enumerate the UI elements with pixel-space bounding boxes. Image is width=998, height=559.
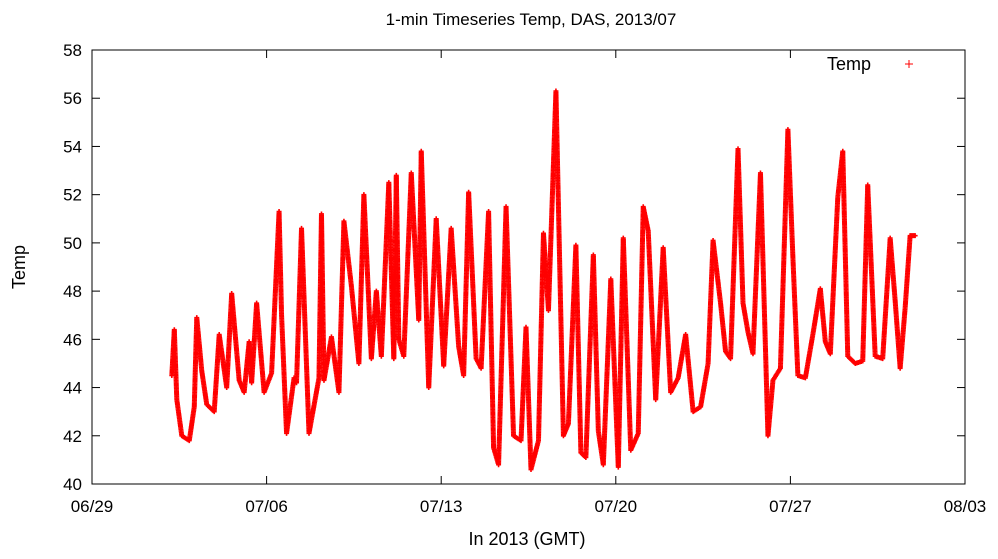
- y-tick-label: 48: [63, 282, 82, 301]
- x-tick-label: 08/03: [944, 497, 987, 516]
- y-tick-label: 52: [63, 186, 82, 205]
- y-tick-label: 54: [63, 137, 82, 156]
- chart-title: 1-min Timeseries Temp, DAS, 2013/07: [386, 10, 677, 29]
- y-tick-label: 56: [63, 89, 82, 108]
- y-tick-label: 40: [63, 475, 82, 494]
- x-tick-label: 07/13: [420, 497, 463, 516]
- y-tick-label: 44: [63, 379, 82, 398]
- y-tick-label: 50: [63, 234, 82, 253]
- y-tick-label: 46: [63, 330, 82, 349]
- y-tick-label: 42: [63, 427, 82, 446]
- x-tick-label: 06/29: [71, 497, 114, 516]
- y-axis: 40 42 44 46 48 50 52 54 56 58: [63, 41, 965, 494]
- x-tick-label: 07/27: [769, 497, 812, 516]
- x-tick-label: 07/20: [595, 497, 638, 516]
- x-tick-label: 07/06: [245, 497, 288, 516]
- y-tick-label: 58: [63, 41, 82, 60]
- x-axis: 06/29 07/06 07/13 07/20 07/27 08/03: [71, 50, 987, 516]
- plot-area-border: [91, 49, 966, 485]
- temp-series: [169, 88, 918, 473]
